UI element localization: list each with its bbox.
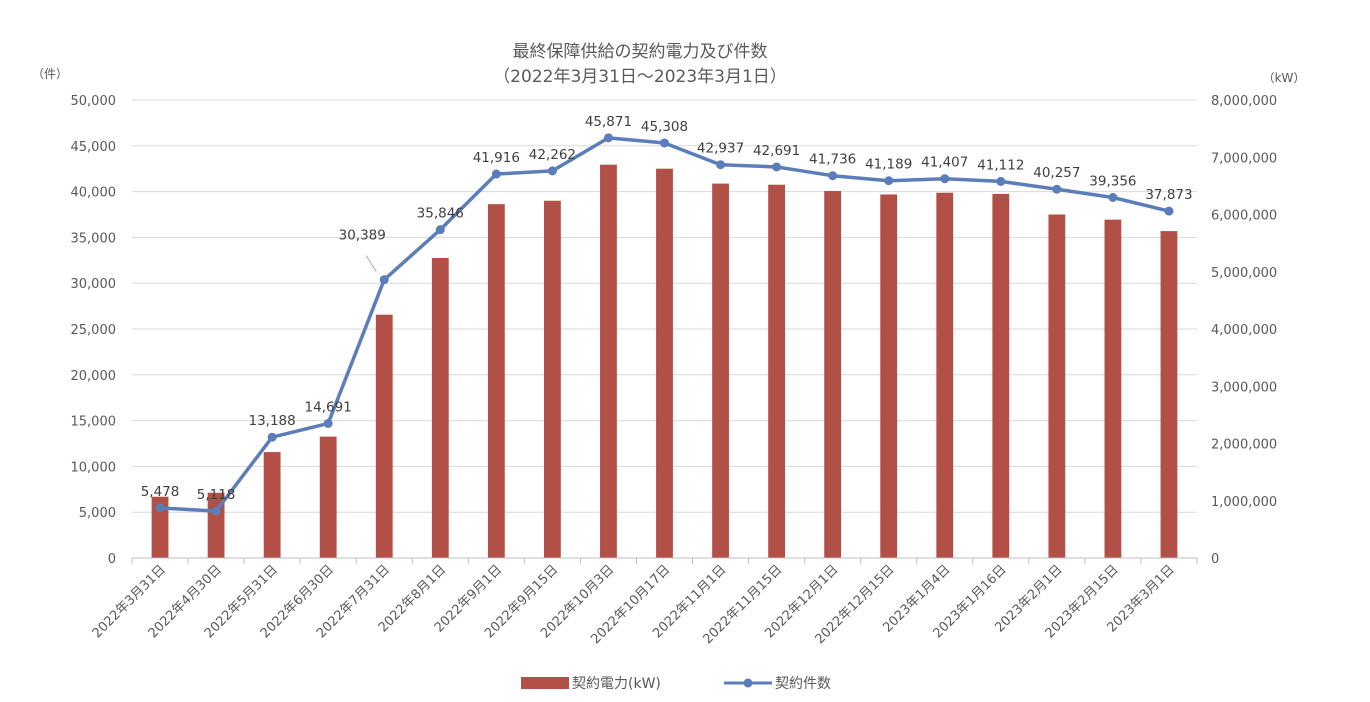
line-point: [155, 503, 165, 513]
line-point: [603, 133, 613, 143]
line-point: [716, 160, 726, 170]
data-label: 41,916: [473, 150, 520, 166]
right-tick-label: 4,000,000: [1211, 323, 1277, 338]
data-label: 42,262: [529, 147, 576, 163]
left-tick-label: 25,000: [71, 323, 117, 338]
left-tick-label: 30,000: [71, 277, 117, 292]
left-tick-label: 35,000: [71, 231, 117, 246]
bar: [1048, 214, 1066, 558]
bar: [319, 436, 337, 558]
right-tick-label: 0: [1211, 552, 1219, 567]
line-series: [155, 133, 1174, 516]
right-tick-label: 2,000,000: [1211, 438, 1277, 453]
data-label: 41,189: [865, 157, 912, 173]
right-tick-label: 8,000,000: [1211, 94, 1277, 109]
line-point: [660, 138, 669, 148]
data-label: 45,308: [641, 119, 688, 135]
bar: [824, 191, 842, 558]
bar: [375, 314, 393, 558]
right-tick-label: 3,000,000: [1211, 380, 1277, 395]
legend-swatch-bar: [521, 677, 569, 689]
data-label: 37,873: [1145, 187, 1192, 203]
data-label: 39,356: [1089, 173, 1136, 189]
bar: [768, 184, 786, 559]
left-tick-label: 10,000: [71, 460, 117, 475]
left-tick-label: 45,000: [71, 140, 117, 155]
data-label: 30,389: [339, 228, 386, 244]
legend-swatch-marker: [743, 678, 753, 688]
line-point: [491, 169, 501, 179]
line-point: [267, 432, 277, 442]
data-label: 42,937: [697, 141, 744, 157]
bar: [263, 452, 281, 558]
bar: [207, 492, 225, 558]
line-point: [435, 225, 445, 235]
data-label: 13,188: [249, 413, 296, 429]
left-tick-label: 5,000: [79, 506, 116, 521]
legend-label-bar: 契約電力(kW): [572, 676, 661, 692]
right-tick-label: 7,000,000: [1211, 151, 1277, 166]
bar: [431, 258, 449, 558]
bar: [1160, 231, 1178, 559]
data-label: 42,691: [753, 143, 800, 159]
chart-subtitle: （2022年3月31日～2023年3月1日）: [493, 67, 787, 87]
line-point: [379, 275, 389, 285]
bar: [712, 183, 729, 558]
line-point: [772, 162, 782, 172]
data-labels: 5,478 5,118 13,188 14,691 30,389 35,846 41,916…: [141, 114, 1193, 503]
bar-series: [151, 164, 1178, 559]
bar: [600, 164, 617, 558]
bar: [1104, 219, 1122, 558]
left-tick-label: 40,000: [71, 186, 117, 201]
line-point: [323, 418, 333, 428]
left-axis-unit: （件）: [32, 67, 68, 81]
line-point: [996, 176, 1006, 186]
legend-label-line: 契約件数: [775, 676, 831, 692]
chart-title: 最終保障供給の契約電力及び件数: [513, 42, 768, 62]
legend: 契約電力(kW) 契約件数: [521, 676, 831, 692]
bar: [880, 194, 898, 558]
bar: [543, 200, 561, 558]
bar: [487, 204, 505, 558]
data-label: 40,257: [1033, 165, 1080, 181]
left-tick-label: 15,000: [71, 415, 117, 430]
data-label: 14,691: [305, 399, 352, 415]
line-point: [547, 166, 557, 176]
bar: [656, 168, 673, 558]
line-point: [1164, 206, 1174, 216]
data-label: 41,736: [809, 152, 856, 168]
leader-line: [365, 255, 377, 272]
left-tick-label: 0: [108, 552, 116, 567]
line-point: [940, 174, 950, 184]
right-tick-label: 1,000,000: [1211, 495, 1277, 510]
bar: [936, 192, 954, 558]
right-tick-label: 6,000,000: [1211, 209, 1277, 224]
left-tick-label: 20,000: [71, 369, 117, 384]
bar: [151, 496, 169, 558]
right-axis-unit: （kW）: [1263, 71, 1306, 85]
bar: [992, 193, 1010, 558]
data-label: 35,846: [417, 206, 464, 222]
line-point: [828, 171, 838, 181]
right-tick-label: 5,000,000: [1211, 266, 1277, 281]
line-point: [1108, 192, 1118, 202]
data-label: 41,407: [921, 155, 968, 171]
data-label: 45,871: [585, 114, 632, 130]
line-point: [1052, 184, 1062, 194]
data-label: 5,478: [141, 484, 180, 500]
line-point: [211, 506, 221, 516]
left-tick-label: 50,000: [71, 94, 117, 109]
line-point: [884, 176, 894, 186]
data-label: 5,118: [197, 487, 236, 503]
data-label: 41,112: [977, 157, 1024, 173]
